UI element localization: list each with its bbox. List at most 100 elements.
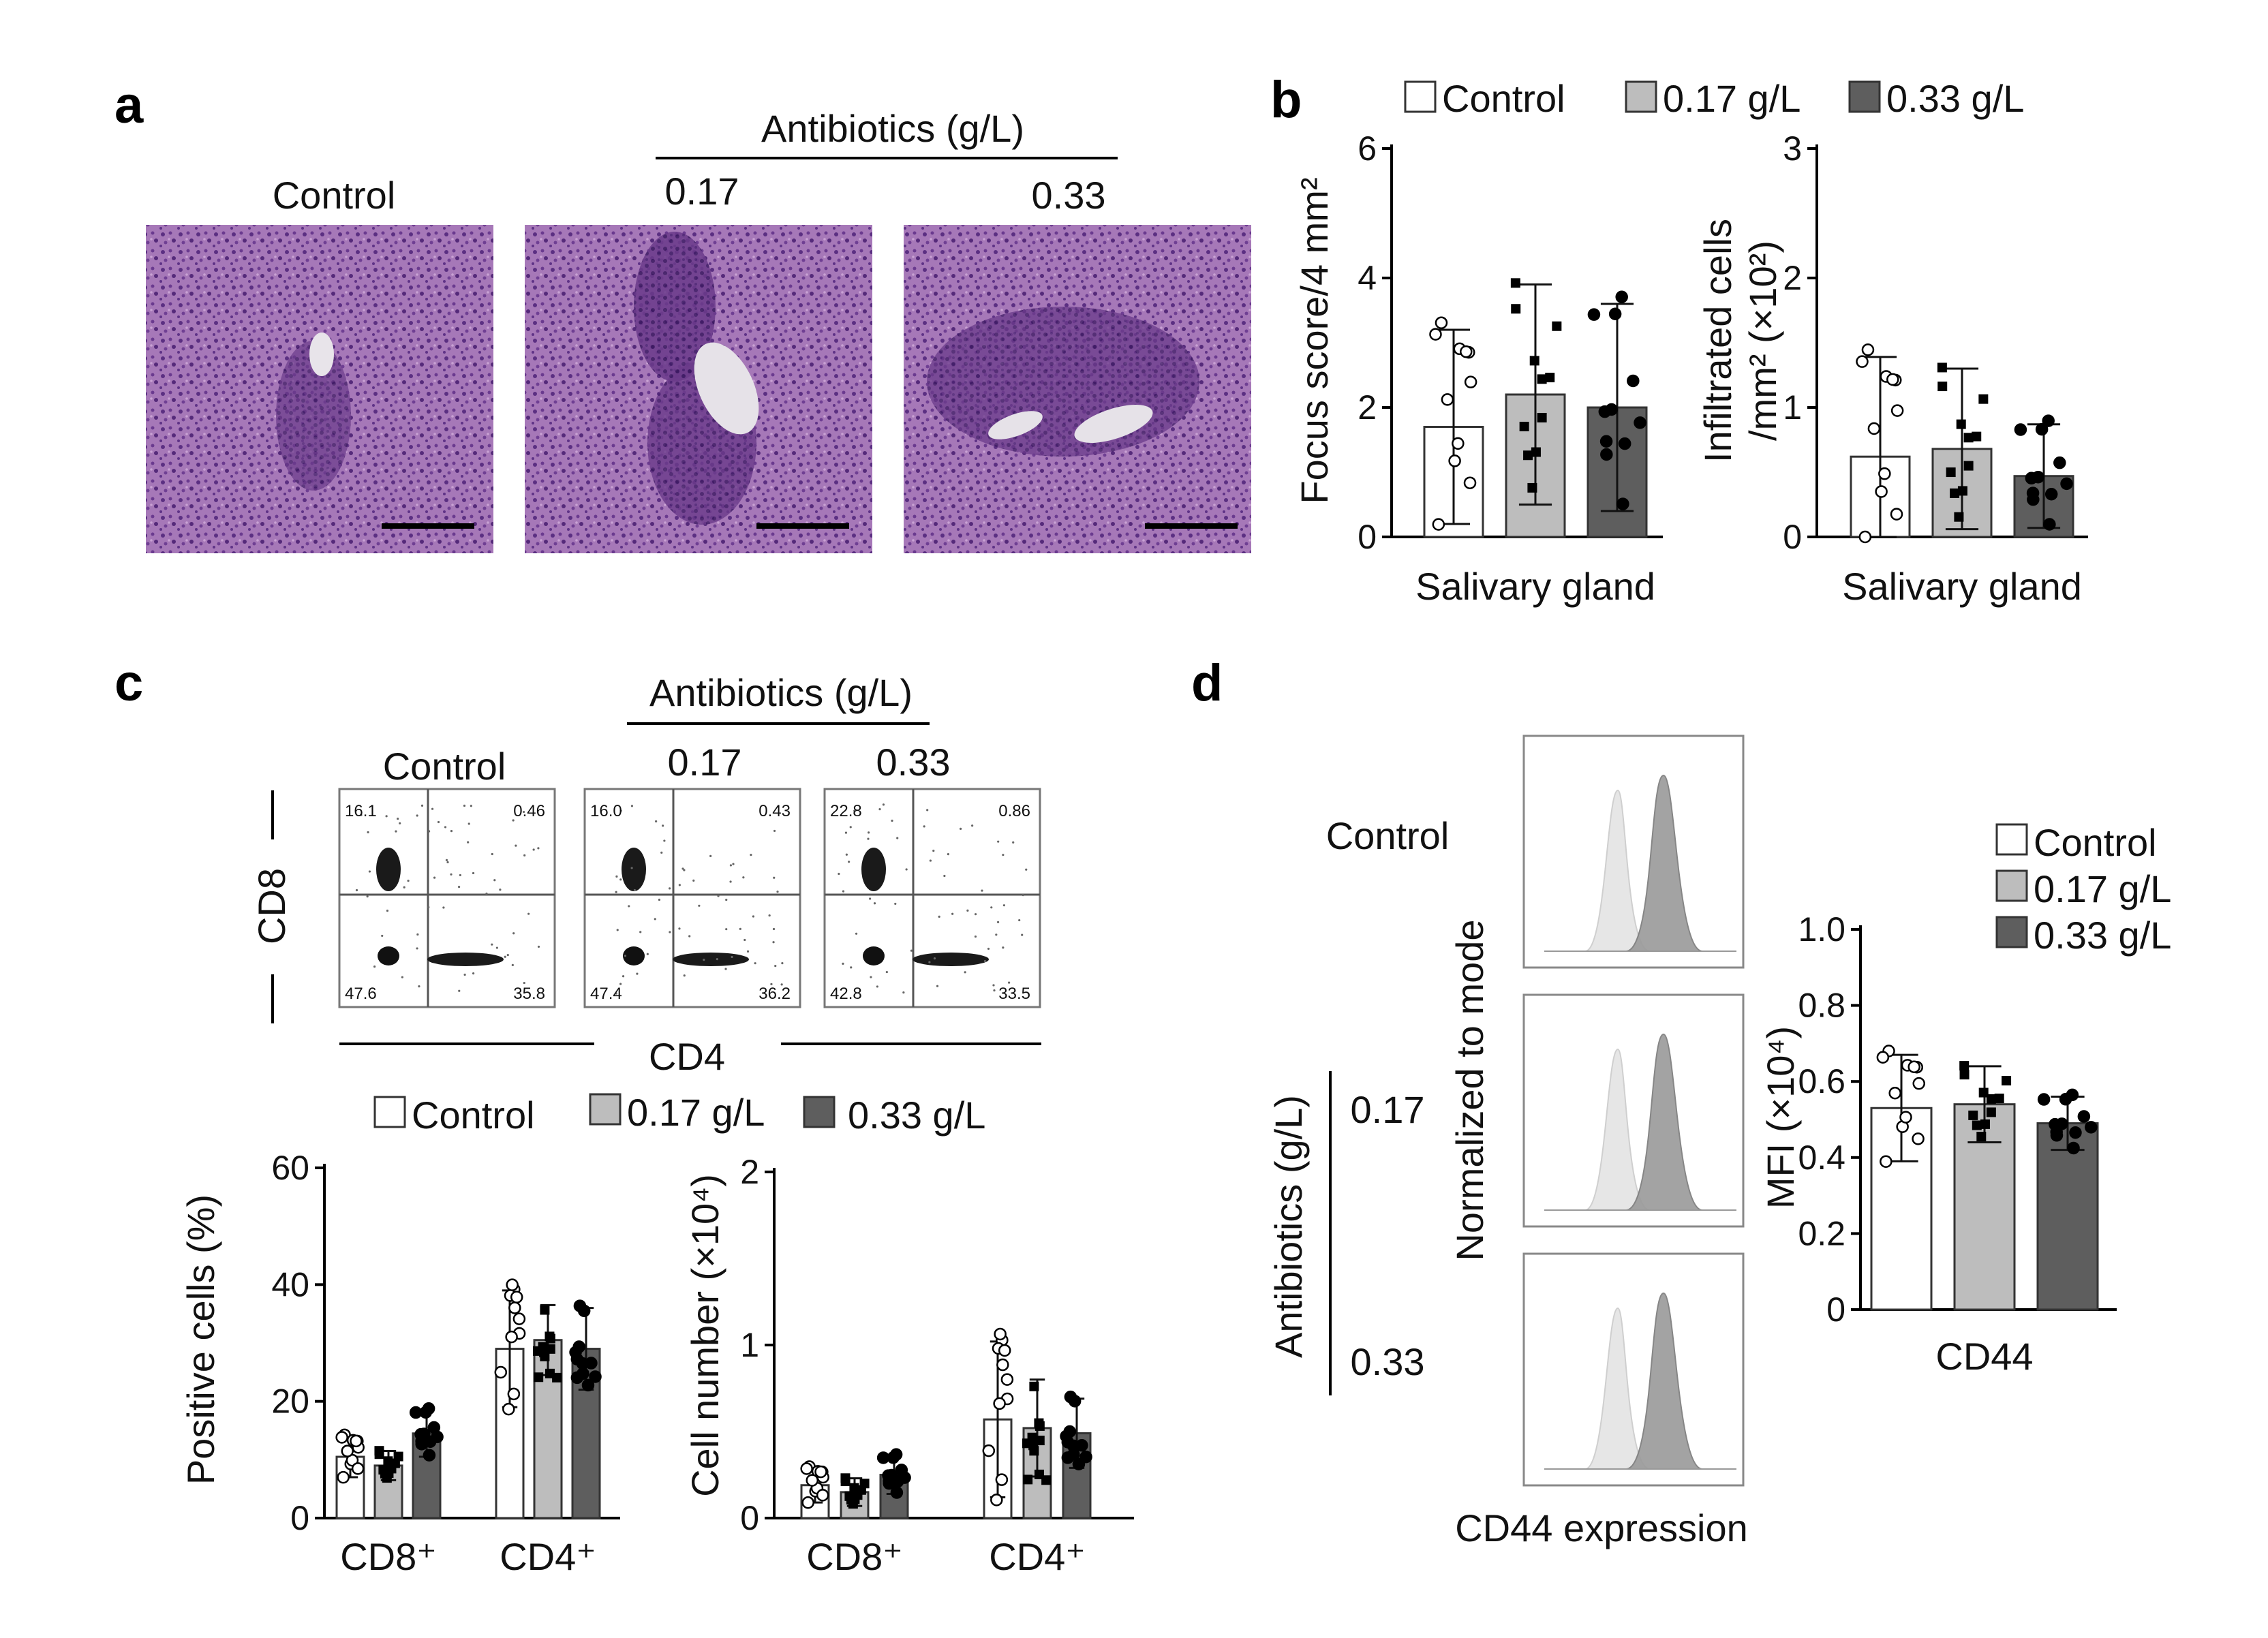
data-point [1519, 421, 1529, 431]
event-dot [981, 889, 983, 892]
histogram-peak-cd44 [1625, 1292, 1703, 1470]
data-point [1063, 1425, 1076, 1438]
data-point [508, 1301, 521, 1314]
y-tick-label: 0 [1358, 518, 1377, 556]
event-dot [537, 847, 540, 850]
event-dot [537, 945, 540, 948]
event-dot [910, 949, 913, 952]
data-point [1464, 375, 1477, 388]
chart-mfi: 0 0.2 0.4 0.6 0.8 1.0 MFI (×10⁴) CD44 [1759, 910, 2117, 1378]
data-point [887, 1451, 900, 1464]
event-dot [995, 933, 998, 936]
plot-frame [338, 788, 556, 1008]
data-point [994, 1327, 1007, 1341]
legend-b: Control 0.17 g/L 0.33 g/L [1404, 77, 2024, 120]
event-dot [457, 886, 461, 888]
panel-a-label-033: 0.33 [1032, 174, 1106, 217]
y-tick-label: 2 [1783, 259, 1802, 297]
flow-label-017: 0.17 [668, 741, 742, 784]
y-tick-label: 0 [290, 1499, 309, 1537]
hist-row-label-017: 0.17 [1351, 1088, 1425, 1131]
hist-x-axis-label: CD44 expression [1455, 1506, 1748, 1549]
event-dot [515, 844, 517, 847]
data-point [1959, 1061, 1970, 1071]
event-dot [420, 804, 424, 807]
event-dot [442, 906, 445, 909]
data-point [1867, 422, 1881, 435]
data-point [998, 1344, 1011, 1357]
event-dot [987, 947, 990, 951]
data-point [572, 1340, 585, 1353]
data-point [350, 1434, 363, 1448]
histogram [1522, 735, 1745, 969]
event-dot [467, 841, 470, 844]
event-dot [850, 966, 853, 969]
data-point [1986, 1107, 1996, 1117]
event-dot [990, 906, 993, 909]
event-dot [395, 830, 397, 833]
event-dot [870, 976, 872, 978]
event-dot [522, 810, 525, 814]
y-tick-label: 1 [740, 1326, 759, 1364]
cd8-axis-label: CD8 [250, 868, 293, 944]
event-dot [385, 815, 388, 818]
event-dot [433, 876, 436, 879]
data-point [993, 1397, 1006, 1410]
category-label: CD4⁺ [989, 1535, 1086, 1578]
data-point [589, 1370, 602, 1383]
chart-positive-cells: 0 20 40 60 Positive cells (%) CD8⁺ CD4⁺ [179, 1149, 620, 1578]
data-point [1552, 321, 1562, 331]
event-dot [511, 963, 514, 966]
event-dot [669, 887, 671, 890]
event-dot [698, 904, 701, 907]
event-dot [399, 822, 401, 824]
data-point [1599, 435, 1613, 448]
event-dot [1002, 904, 1005, 907]
event-dot [750, 853, 752, 856]
data-point [1880, 1155, 1892, 1168]
flow-label-033: 0.33 [876, 741, 951, 784]
quadrant-ul: 16.1 [345, 802, 377, 820]
data-point [1537, 412, 1547, 422]
y-axis-label: Cell number (×10⁴) [684, 1174, 726, 1497]
data-point [1972, 1120, 1982, 1130]
cd44-histograms [1522, 735, 1745, 1487]
event-dot [849, 826, 852, 829]
event-dot [639, 931, 642, 933]
data-point [1963, 433, 1974, 443]
event-dot [681, 867, 684, 870]
data-point [995, 1473, 1009, 1486]
event-dot [873, 902, 876, 905]
data-point [427, 1421, 441, 1434]
y-tick-label: 2 [1358, 388, 1377, 427]
event-dot [996, 921, 1000, 923]
event-dot [403, 886, 405, 888]
data-point [849, 1483, 859, 1493]
event-dot [780, 983, 783, 986]
legend-label-control: Control [412, 1094, 535, 1137]
event-dot [926, 809, 929, 812]
panel-a-label-017: 0.17 [665, 170, 739, 213]
data-point [890, 1486, 904, 1499]
population-cd8 [861, 848, 886, 891]
event-dot [446, 861, 449, 864]
event-dot [678, 927, 681, 930]
event-dot [882, 803, 885, 806]
event-dot [463, 804, 466, 807]
event-dot [744, 938, 746, 942]
data-point [1888, 1087, 1901, 1100]
event-dot [773, 829, 776, 833]
event-dot [868, 831, 870, 834]
y-tick-label: 0 [740, 1499, 759, 1537]
event-dot [943, 874, 946, 878]
event-dot [732, 863, 735, 865]
data-point [1861, 343, 1875, 356]
event-dot [754, 962, 756, 965]
data-point [996, 1358, 1009, 1372]
data-point [1000, 1373, 1014, 1386]
event-dot [355, 888, 358, 892]
data-point [1618, 437, 1631, 450]
y-axis-label-line: Infiltrated cells [1696, 219, 1739, 463]
event-dot [678, 884, 681, 886]
event-dot [1002, 854, 1005, 856]
